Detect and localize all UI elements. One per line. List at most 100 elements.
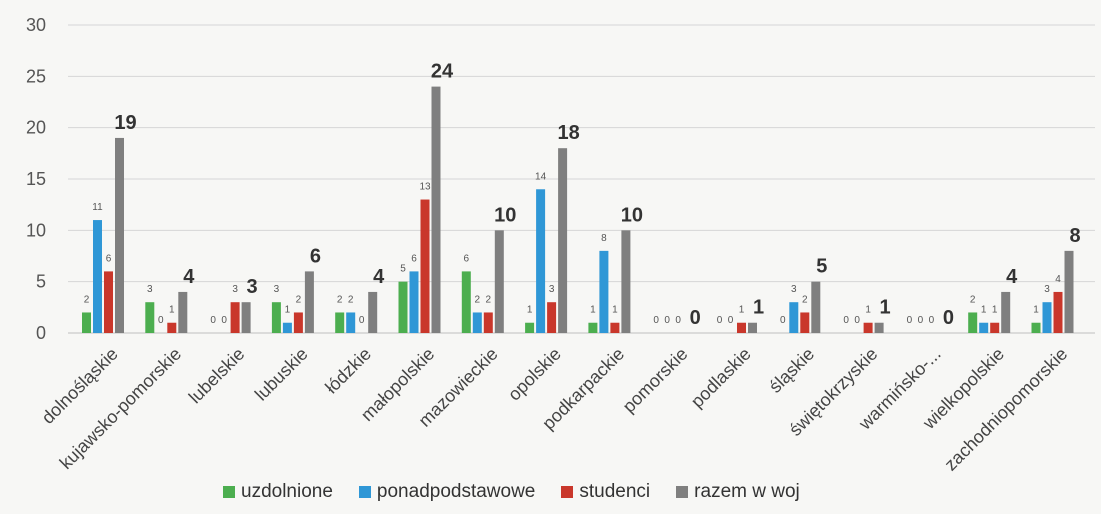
legend-item-uzdolnione: uzdolnione <box>223 481 333 503</box>
bar <box>104 271 113 333</box>
total-label: 19 <box>114 112 136 134</box>
legend-swatch-razem <box>676 486 689 498</box>
total-label: 10 <box>494 204 516 226</box>
data-label: 0 <box>780 315 786 326</box>
category-label: pomorskie <box>619 344 692 417</box>
bar <box>863 322 873 333</box>
data-label: 0 <box>728 315 734 326</box>
legend-label-ponadpodstawowe: ponadpodstawowe <box>376 481 536 502</box>
total-label: 0 <box>690 307 701 329</box>
data-label: 2 <box>84 294 90 305</box>
data-label: 2 <box>348 294 354 305</box>
bar <box>1053 291 1063 333</box>
category-label: podlaskie <box>687 344 755 412</box>
data-label: 3 <box>147 284 153 295</box>
bar <box>558 148 568 333</box>
bars <box>82 86 1074 333</box>
data-label: 1 <box>527 305 533 316</box>
total-label: 24 <box>431 61 454 83</box>
data-label: 2 <box>486 294 492 305</box>
legend-label-uzdolnione: uzdolnione <box>241 481 333 502</box>
bar <box>178 291 188 333</box>
total-label: 4 <box>373 266 385 288</box>
bar <box>282 322 292 333</box>
bar <box>748 322 757 333</box>
bar <box>610 322 620 333</box>
total-label: 1 <box>880 297 891 319</box>
bar <box>800 312 810 333</box>
bar <box>346 312 356 333</box>
legend: uzdolnione ponadpodstawowe studenci raze… <box>223 481 800 503</box>
data-label: 1 <box>169 305 175 316</box>
bar <box>472 312 482 333</box>
bar <box>1042 302 1052 333</box>
y-tick-label: 15 <box>26 169 46 189</box>
total-label: 3 <box>247 276 258 298</box>
data-label: 1 <box>981 305 987 316</box>
y-tick-label: 5 <box>36 272 46 292</box>
bar <box>737 322 746 333</box>
category-label: lubelskie <box>185 344 249 408</box>
bar <box>599 250 609 333</box>
bar <box>145 302 155 333</box>
y-tick-label: 30 <box>26 15 46 35</box>
bar <box>241 302 251 333</box>
bar <box>409 271 419 333</box>
data-label: 1 <box>739 305 745 316</box>
data-label: 11 <box>92 202 103 213</box>
legend-item-studenci: studenci <box>561 481 650 503</box>
data-label: 0 <box>907 315 913 326</box>
data-label: 1 <box>612 305 618 316</box>
data-label: 1 <box>865 305 871 316</box>
category-label: kujawsko-pomorskie <box>56 344 185 473</box>
y-axis: 0 5 10 15 20 25 30 <box>26 15 46 343</box>
bar <box>547 302 557 333</box>
category-label: opolskie <box>504 344 565 405</box>
bar <box>82 312 91 333</box>
legend-label-razem: razem w woj <box>694 481 800 502</box>
bar <box>398 281 408 333</box>
bar <box>431 86 441 333</box>
bar <box>874 322 884 333</box>
data-label: 3 <box>1044 284 1050 295</box>
data-label: 2 <box>475 294 481 305</box>
data-label: 1 <box>590 305 596 316</box>
bar <box>990 322 1000 333</box>
data-label: 0 <box>158 315 164 326</box>
total-label: 1 <box>753 297 764 319</box>
data-label: 6 <box>464 253 470 264</box>
data-label: 2 <box>802 294 808 305</box>
y-tick-label: 20 <box>26 118 46 138</box>
data-label: 0 <box>854 315 860 326</box>
data-label: 3 <box>549 284 555 295</box>
bar <box>420 199 430 333</box>
bar <box>588 322 598 333</box>
bar <box>230 302 240 333</box>
data-label: 0 <box>359 315 365 326</box>
data-label: 8 <box>601 233 607 244</box>
bar <box>304 271 314 333</box>
data-label: 14 <box>535 171 547 182</box>
bar <box>979 322 989 333</box>
data-label: 5 <box>400 264 406 275</box>
bar <box>536 189 546 333</box>
legend-swatch-studenci <box>561 486 574 498</box>
bar <box>368 291 378 333</box>
data-label: 0 <box>664 315 670 326</box>
category-label: śląskie <box>765 344 818 397</box>
data-label: 0 <box>221 315 227 326</box>
data-label: 0 <box>918 315 924 326</box>
y-tick-label: 0 <box>36 323 46 343</box>
bar <box>483 312 493 333</box>
bar <box>93 220 102 333</box>
data-label: 6 <box>106 253 112 264</box>
bar <box>811 281 821 333</box>
y-tick-label: 10 <box>26 220 46 240</box>
data-label: 0 <box>717 315 723 326</box>
bar <box>1001 291 1011 333</box>
bar <box>621 230 631 333</box>
category-label: zachodniopomorskie <box>940 344 1071 475</box>
total-label: 10 <box>621 204 643 226</box>
bar <box>115 137 124 333</box>
